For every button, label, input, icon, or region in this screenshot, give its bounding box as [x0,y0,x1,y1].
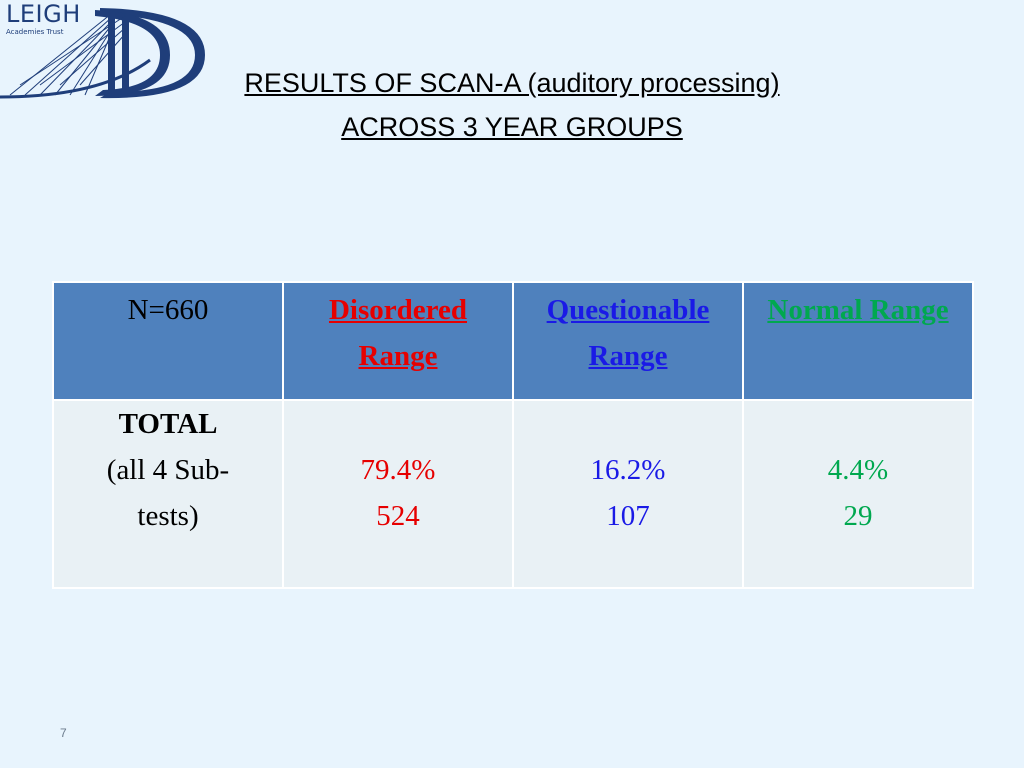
slide-title-line-2: ACROSS 3 YEAR GROUPS [341,112,683,142]
header-disordered-link[interactable]: Disordered Range [328,294,467,372]
row-label-detail-1: (all 4 Sub- [106,454,230,486]
table-row: TOTAL (all 4 Sub- tests) 79.4% 524 16.2%… [52,399,974,589]
normal-cell: 4.4% 29 [742,399,974,589]
disordered-count: 524 [376,500,420,532]
header-n: N=660 [52,281,284,401]
results-table: N=660 Disordered Range Questionable Rang… [52,281,974,589]
questionable-percent: 16.2% [590,454,666,486]
logo-name: LEIGH [6,0,81,28]
questionable-cell: 16.2% 107 [512,399,744,589]
header-questionable: Questionable Range [512,281,744,401]
row-label-cell: TOTAL (all 4 Sub- tests) [52,399,284,589]
slide-title-line-1: RESULTS OF SCAN-A (auditory processing) [244,68,780,98]
logo-subtitle: Academies Trust [6,28,64,36]
disordered-percent: 79.4% [360,454,436,486]
questionable-count: 107 [606,500,650,532]
page-number: 7 [60,726,67,740]
header-disordered: Disordered Range [282,281,514,401]
header-normal-link[interactable]: Normal Range [767,294,949,326]
header-normal: Normal Range [742,281,974,401]
logo-bridge-icon [0,8,205,99]
normal-percent: 4.4% [827,454,889,486]
header-n-label: N=660 [127,294,209,326]
leigh-academies-logo: LEIGH Academies Trust [0,0,215,100]
row-label-total: TOTAL [118,408,218,440]
row-label-detail-2: tests) [137,500,199,532]
header-questionable-link[interactable]: Questionable Range [546,294,710,372]
table-header-row: N=660 Disordered Range Questionable Rang… [52,281,974,401]
disordered-cell: 79.4% 524 [282,399,514,589]
normal-count: 29 [843,500,873,532]
